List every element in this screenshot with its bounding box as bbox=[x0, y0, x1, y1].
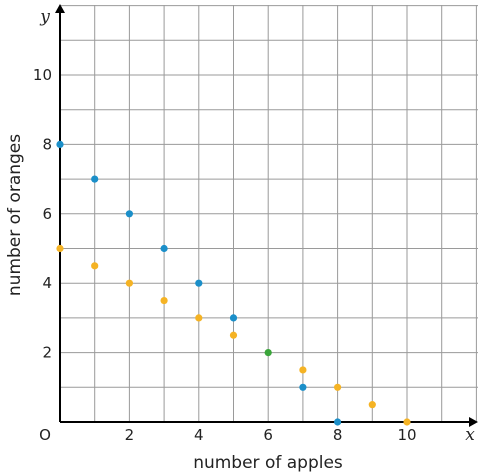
x-axis-arrow bbox=[469, 417, 478, 427]
data-point-series-2 bbox=[299, 366, 307, 374]
x-tick-label: 8 bbox=[333, 426, 343, 444]
data-point-series-2 bbox=[334, 383, 342, 391]
data-point-series-1 bbox=[195, 279, 203, 287]
data-point-series-2 bbox=[160, 296, 168, 305]
tick-labels: 2 4 6 8 10 2 4 6 8 10 bbox=[33, 66, 417, 444]
data-point-series-2 bbox=[368, 401, 376, 409]
x-tick-label: 10 bbox=[397, 426, 416, 444]
data-point-series-1 bbox=[56, 140, 64, 148]
data-point-series-1 bbox=[125, 210, 133, 218]
x-tick-label: 4 bbox=[194, 426, 204, 444]
data-point-series-1 bbox=[91, 175, 99, 183]
y-axis-variable: y bbox=[39, 7, 50, 27]
y-axis-arrow bbox=[55, 4, 65, 13]
origin-label: O bbox=[39, 426, 51, 444]
y-axis-label: number of oranges bbox=[5, 134, 25, 296]
y-tick-label: 8 bbox=[42, 135, 52, 153]
y-tick-label: 2 bbox=[42, 344, 52, 362]
data-point-series-2 bbox=[229, 331, 238, 339]
data-point-series-1 bbox=[334, 418, 342, 426]
y-tick-label: 4 bbox=[42, 274, 52, 292]
x-tick-label: 2 bbox=[125, 426, 135, 444]
intersection-point bbox=[264, 349, 272, 357]
data-points bbox=[56, 140, 411, 426]
x-axis-variable: x bbox=[465, 425, 475, 445]
data-point-series-2 bbox=[56, 244, 64, 253]
data-point-series-1 bbox=[229, 314, 238, 322]
y-tick-label: 6 bbox=[42, 205, 52, 223]
data-point-series-2 bbox=[195, 314, 203, 322]
y-tick-label: 10 bbox=[33, 66, 52, 84]
x-tick-label: 6 bbox=[263, 426, 273, 444]
data-point-series-2 bbox=[91, 262, 99, 270]
x-axis-label: number of apples bbox=[193, 453, 343, 473]
grid bbox=[60, 5, 478, 422]
data-point-series-1 bbox=[160, 244, 168, 253]
data-point-series-2 bbox=[403, 418, 411, 426]
axes bbox=[55, 4, 478, 427]
data-point-series-2 bbox=[125, 279, 133, 287]
data-point-series-1 bbox=[299, 383, 307, 391]
